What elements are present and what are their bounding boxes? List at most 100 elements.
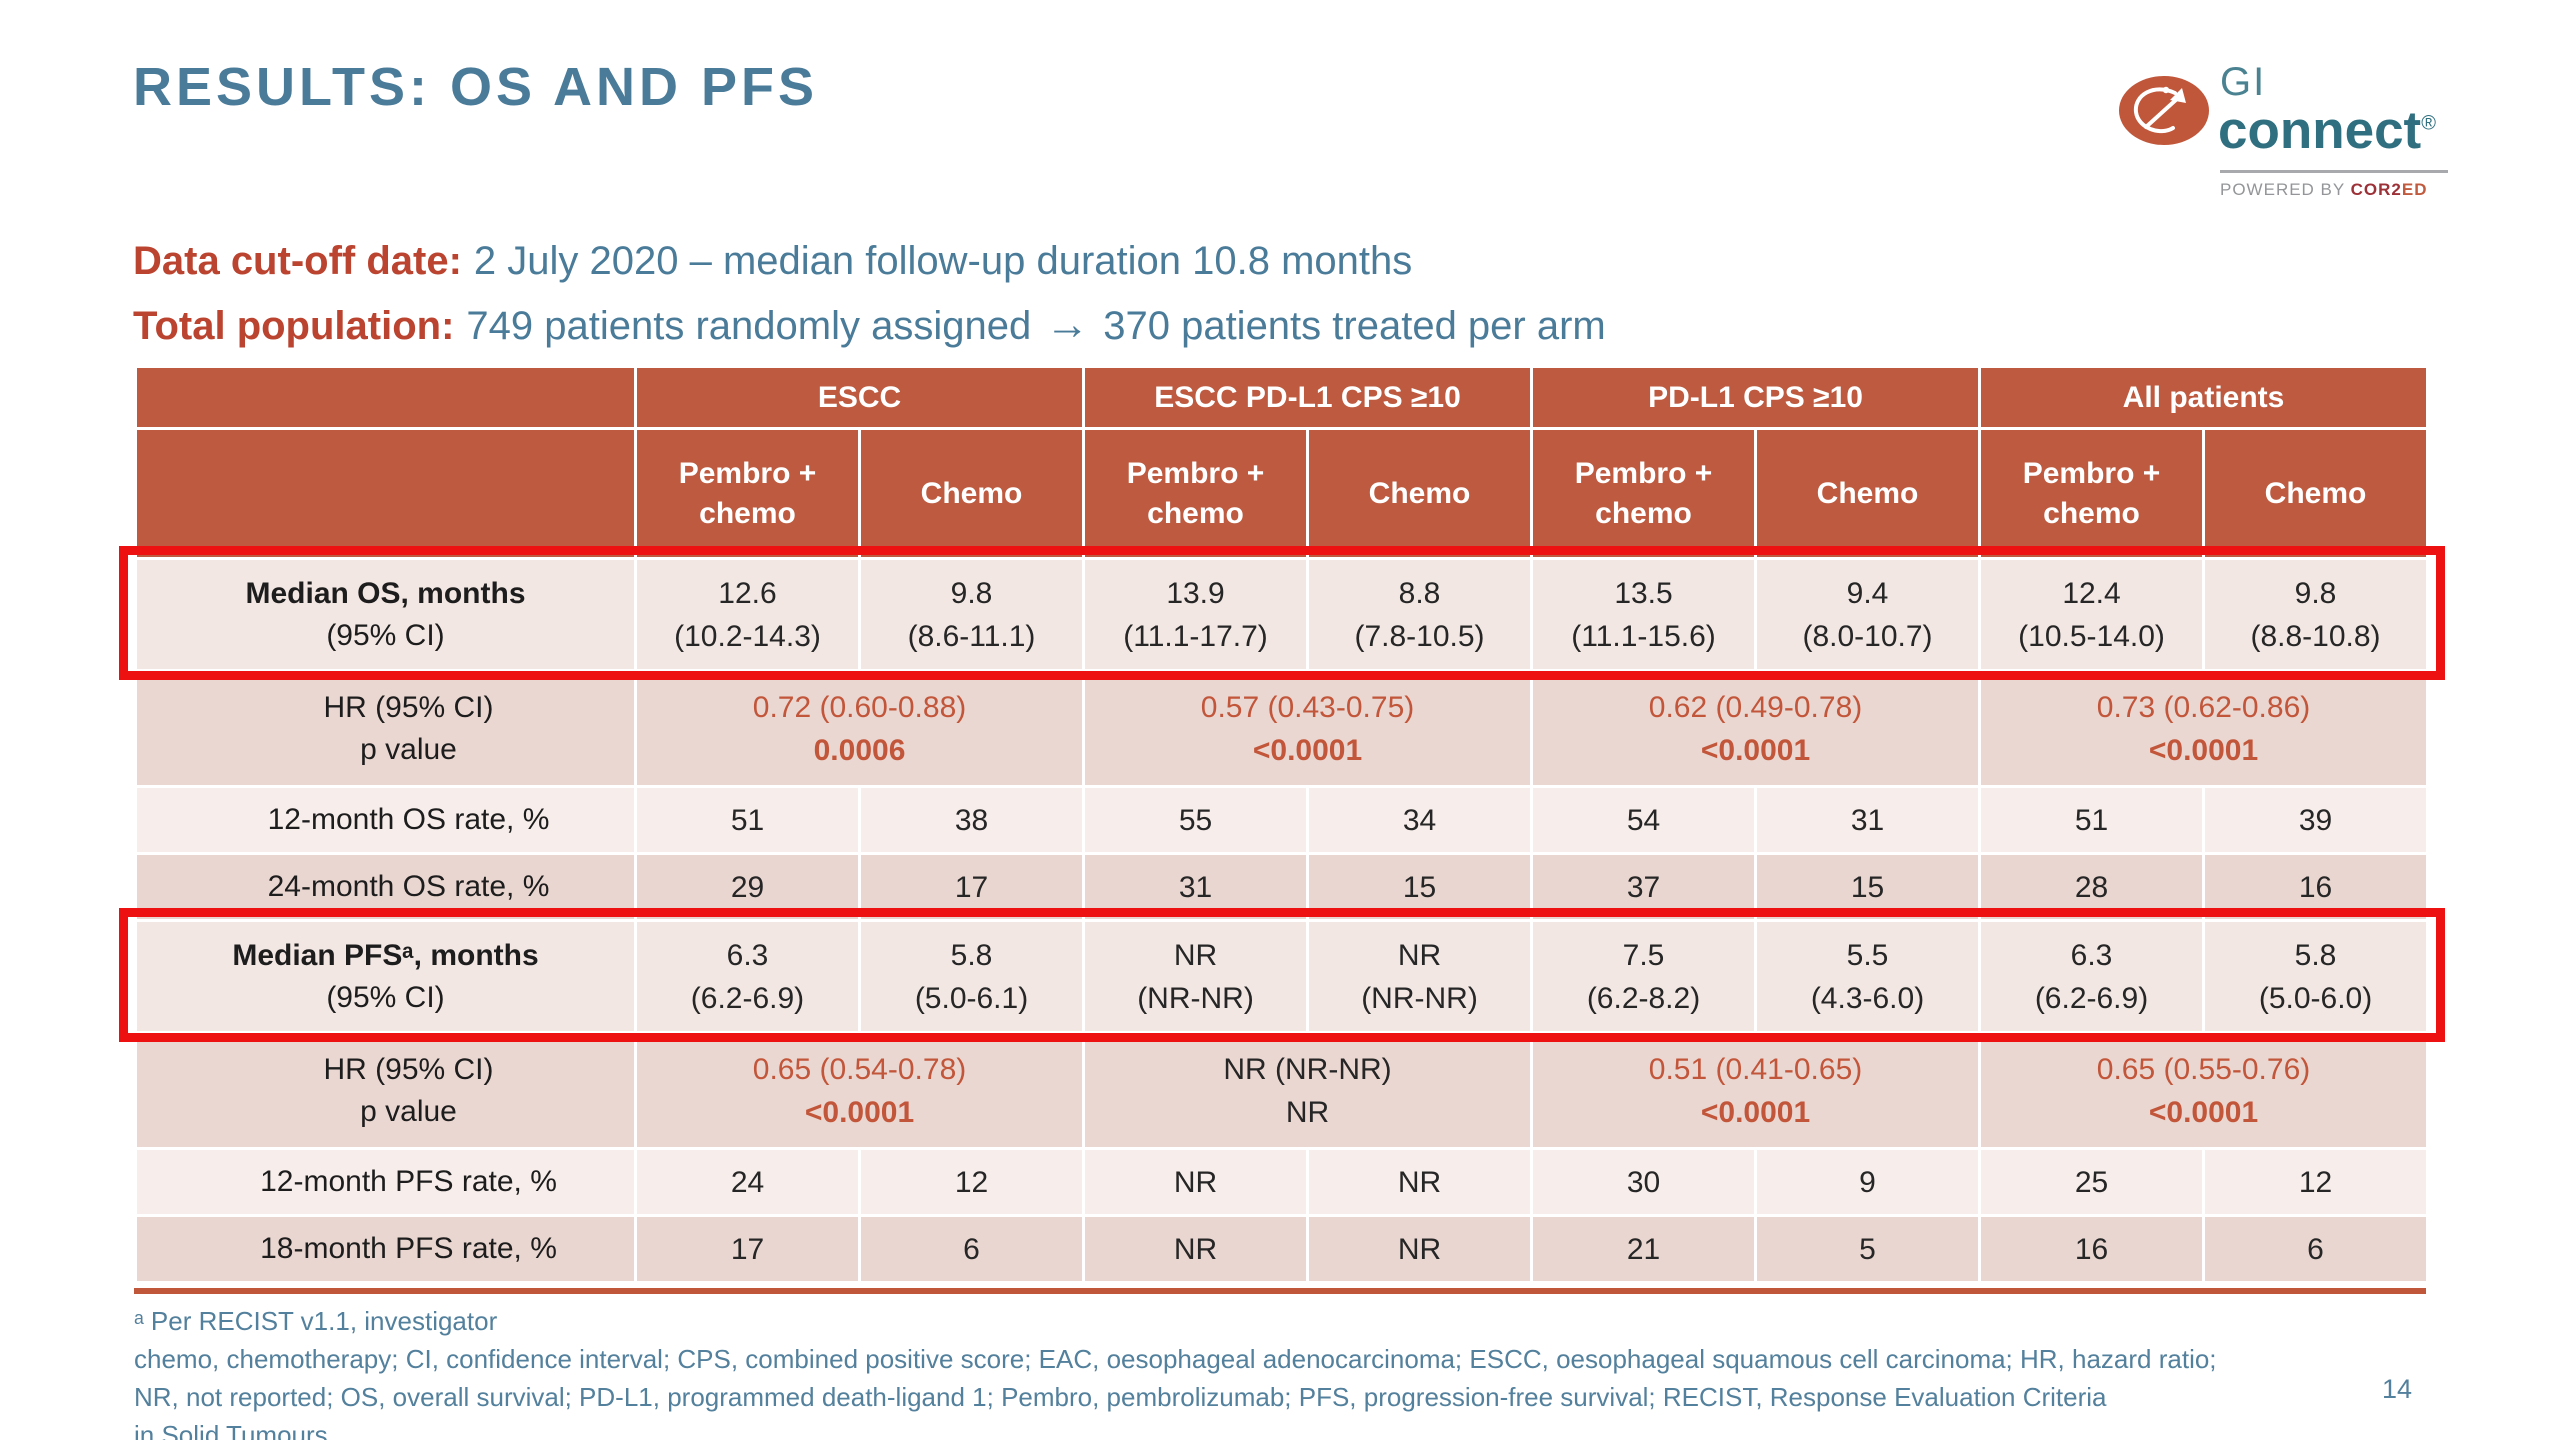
row-label-median-pfs: Median PFSᵃ, months (95% CI) bbox=[134, 919, 637, 1034]
cell-ci: (5.0-6.1) bbox=[914, 981, 1029, 1015]
table-bottom-rule bbox=[134, 1288, 2426, 1294]
table-cell: 6 bbox=[857, 1214, 1086, 1284]
cell-ci: (11.1-15.6) bbox=[1571, 619, 1716, 653]
cell-ci: (6.2-6.9) bbox=[690, 981, 805, 1015]
subheader-pembro-chemo: Pembro + chemo bbox=[1530, 427, 1758, 560]
hr-cell: 0.72 (0.60-0.88) 0.0006 bbox=[633, 669, 1086, 788]
hr-value: 0.73 (0.62-0.86) bbox=[2096, 690, 2311, 724]
footnote-abbreviations-3: in Solid Tumours bbox=[134, 1420, 328, 1440]
cell-value: 12.4 bbox=[2062, 576, 2121, 610]
table-cell: 15 bbox=[1754, 852, 1982, 922]
table-cell: 29 bbox=[634, 852, 861, 922]
logo-text-gi: GI bbox=[2220, 60, 2267, 104]
logo-connect-word: connect bbox=[2218, 101, 2422, 160]
column-group-pdl1: PD-L1 CPS ≥10 bbox=[1530, 365, 1982, 430]
table-cell: 9.8 (8.6-11.1) bbox=[857, 557, 1086, 672]
table-cell: 21 bbox=[1530, 1214, 1758, 1284]
total-population-label: Total population: bbox=[133, 304, 455, 348]
row-median-os: Median OS, months (95% CI) 12.6 (10.2-14.… bbox=[134, 557, 2430, 672]
logo-divider bbox=[2220, 170, 2448, 173]
cell-ci: (8.8-10.8) bbox=[2250, 619, 2381, 653]
row-18mo-pfs-rate: 18-month PFS rate, % 17 6 NR NR 21 5 16 … bbox=[134, 1214, 2430, 1284]
cell-ci: (5.0-6.0) bbox=[2258, 981, 2373, 1015]
data-cutoff-text: 2 July 2020 – median follow-up duration … bbox=[473, 239, 1413, 283]
hr-cell: 0.65 (0.54-0.78) <0.0001 bbox=[633, 1031, 1086, 1150]
row-median-pfs: Median PFSᵃ, months (95% CI) 6.3 (6.2-6.9… bbox=[134, 919, 2430, 1034]
hr-value: 0.62 (0.49-0.78) bbox=[1648, 690, 1863, 724]
table-cell: 9 bbox=[1754, 1147, 1982, 1217]
table-cell: 38 bbox=[857, 785, 1086, 855]
subheader-pembro-chemo: Pembro + chemo bbox=[1082, 427, 1310, 560]
table-cell: 13.5 (11.1-15.6) bbox=[1530, 557, 1758, 672]
row-label-line1: Median PFSᵃ, months bbox=[232, 938, 539, 972]
subheader-chemo: Chemo bbox=[1306, 427, 1534, 560]
table-cell: NR bbox=[1082, 1147, 1310, 1217]
table-cell: 5.8 (5.0-6.1) bbox=[857, 919, 1086, 1034]
subheader-pembro-chemo: Pembro + chemo bbox=[1978, 427, 2206, 560]
cell-ci: (4.3-6.0) bbox=[1810, 981, 1925, 1015]
table-corner-cell bbox=[134, 365, 637, 430]
table-cell: 24 bbox=[634, 1147, 861, 1217]
results-table: ESCC ESCC PD-L1 CPS ≥10 PD-L1 CPS ≥10 Al… bbox=[134, 365, 2430, 1284]
table-cell: NR (NR-NR) bbox=[1306, 919, 1534, 1034]
footnote-abbreviations-2: NR, not reported; OS, overall survival; … bbox=[134, 1382, 2107, 1412]
gi-connect-logo: GI connect® POWERED BY COR2ED bbox=[2110, 58, 2480, 208]
cor2-text: COR2 bbox=[2350, 180, 2402, 199]
table-cell: 55 bbox=[1082, 785, 1310, 855]
table-cell: NR bbox=[1082, 1214, 1310, 1284]
hr-value: 0.65 (0.54-0.78) bbox=[752, 1052, 967, 1086]
row-label-12mo-pfs: 12-month PFS rate, % bbox=[134, 1147, 637, 1217]
footnotes: ᵃ Per RECIST v1.1, investigator chemo, c… bbox=[134, 1302, 2394, 1440]
table-cell: 6.3 (6.2-6.9) bbox=[634, 919, 861, 1034]
table-cell: 25 bbox=[1978, 1147, 2206, 1217]
p-value: NR bbox=[1285, 1095, 1330, 1129]
subheader-pembro-chemo: Pembro + chemo bbox=[634, 427, 861, 560]
total-population-text-2: 370 patients treated per arm bbox=[1103, 304, 1606, 348]
subheader-chemo: Chemo bbox=[857, 427, 1086, 560]
row-label-pfs-hr: HR (95% CI) p value bbox=[134, 1031, 637, 1150]
table-cell: 51 bbox=[1978, 785, 2206, 855]
row-label-line1: HR (95% CI) bbox=[323, 1052, 494, 1086]
table-cell: NR (NR-NR) bbox=[1082, 919, 1310, 1034]
table-cell: 54 bbox=[1530, 785, 1758, 855]
subheader-row: Pembro + chemo Chemo Pembro + chemo Chem… bbox=[134, 427, 2430, 560]
hr-value: 0.51 (0.41-0.65) bbox=[1648, 1052, 1863, 1086]
data-cutoff-label: Data cut-off date: bbox=[133, 239, 462, 283]
table-cell: 16 bbox=[1978, 1214, 2206, 1284]
table-cell: 5.5 (4.3-6.0) bbox=[1754, 919, 1982, 1034]
table-cell: 12 bbox=[2202, 1147, 2430, 1217]
table-cell: 34 bbox=[1306, 785, 1534, 855]
table-cell: 12 bbox=[857, 1147, 1086, 1217]
cell-value: 9.4 bbox=[1846, 576, 1889, 610]
cell-value: 5.5 bbox=[1846, 938, 1889, 972]
table-cell: 39 bbox=[2202, 785, 2430, 855]
table-cell: 37 bbox=[1530, 852, 1758, 922]
powered-by-text: POWERED BY bbox=[2220, 180, 2351, 199]
cell-value: 13.5 bbox=[1614, 576, 1673, 610]
row-24mo-os-rate: 24-month OS rate, % 29 17 31 15 37 15 28… bbox=[134, 852, 2430, 922]
cell-value: 13.9 bbox=[1166, 576, 1225, 610]
table-cell: 17 bbox=[634, 1214, 861, 1284]
row-label-24mo-os: 24-month OS rate, % bbox=[134, 852, 637, 922]
cell-ci: (10.5-14.0) bbox=[2018, 619, 2165, 653]
row-os-hr: HR (95% CI) p value 0.72 (0.60-0.88) 0.00… bbox=[134, 669, 2430, 788]
ed-text: ED bbox=[2401, 180, 2428, 199]
row-label-line1: HR (95% CI) bbox=[323, 690, 494, 724]
table-cell: 15 bbox=[1306, 852, 1534, 922]
table-cell: NR bbox=[1306, 1147, 1534, 1217]
cell-value: 6.3 bbox=[2070, 938, 2113, 972]
cell-ci: (11.1-17.7) bbox=[1123, 619, 1268, 653]
cell-ci: (8.6-11.1) bbox=[907, 619, 1036, 653]
table-cell: 16 bbox=[2202, 852, 2430, 922]
right-arrow-glyph: → bbox=[1045, 300, 1090, 349]
table-cell: 12.6 (10.2-14.3) bbox=[634, 557, 861, 672]
hr-cell: 0.65 (0.55-0.76) <0.0001 bbox=[1978, 1031, 2430, 1150]
table-cell: 12.4 (10.5-14.0) bbox=[1978, 557, 2206, 672]
table-cell: 31 bbox=[1754, 785, 1982, 855]
hr-cell: 0.57 (0.43-0.75) <0.0001 bbox=[1082, 669, 1534, 788]
page-number: 14 bbox=[2382, 1374, 2413, 1404]
cell-value: 9.8 bbox=[950, 576, 993, 610]
table-cell: 5 bbox=[1754, 1214, 1982, 1284]
hr-cell: NR (NR-NR) NR bbox=[1082, 1031, 1534, 1150]
